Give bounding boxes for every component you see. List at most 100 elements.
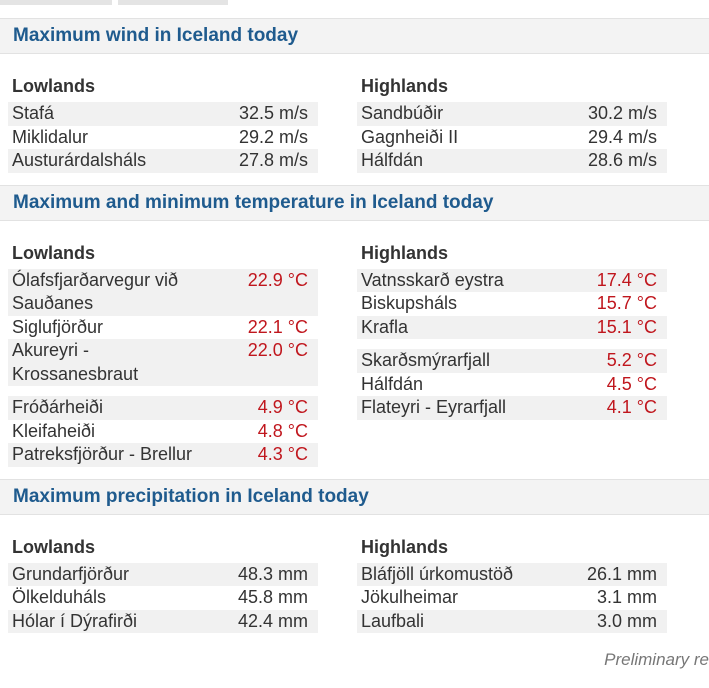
column: Lowlands Grundarfjörður 48.3 mm Ölkelduháls…	[8, 535, 318, 633]
column: Highlands Vatnsskarð eystra 17.4 °C Biskups…	[357, 241, 667, 467]
station-row: Hólar í Dýrafirði 42.4 mm	[8, 609, 318, 633]
station-row: Akureyri - Krossanesbraut 22.0 °C	[8, 339, 318, 386]
station-row: Vatnsskarð eystra 17.4 °C	[357, 268, 667, 292]
station-name: Hálfdán	[361, 150, 424, 170]
station-value: 4.8 °C	[257, 420, 308, 441]
station-name: Hálfdán	[361, 373, 424, 394]
station-name: Ólafsfjarðarvegur við Sauðanes	[12, 269, 179, 314]
station-row: Kleifaheiði 4.8 °C	[8, 420, 318, 444]
station-name: Hólar í Dýrafirði	[12, 610, 138, 631]
station-name: Bláfjöll úrkomustöð	[361, 563, 514, 584]
columns: Lowlands Ólafsfjarðarvegur við Sauðanes 22…	[0, 221, 709, 479]
station-row: Bláfjöll úrkomustöð 26.1 mm	[357, 562, 667, 586]
station-row: Biskupsháls 15.7 °C	[357, 292, 667, 316]
section-title: Maximum precipitation in Iceland today	[0, 478, 709, 515]
station-row: Krafla 15.1 °C	[357, 315, 667, 339]
station-name: Gagnheiði II	[361, 126, 459, 147]
station-value: 4.9 °C	[257, 397, 308, 417]
table-block: Sandbúðir 30.2 m/s Gagnheiði II 29.4 m/s Hál…	[357, 102, 667, 173]
station-value: 48.3 mm	[237, 563, 308, 584]
station-value: 3.1 mm	[596, 587, 657, 607]
station-row: Gagnheiði II 29.4 m/s	[357, 126, 667, 150]
column-heading: Lowlands	[12, 242, 96, 263]
section: Maximum precipitation in Iceland today Lo…	[0, 478, 709, 646]
column: Lowlands Ólafsfjarðarvegur við Sauðanes 22…	[8, 241, 318, 467]
tab-strip	[0, 0, 709, 5]
station-name: Siglufjörður	[12, 316, 104, 337]
station-row: Hálfdán 28.6 m/s	[357, 149, 667, 173]
station-name: Laufbali	[361, 610, 425, 631]
station-row: Patreksfjörður - Brellur 4.3 °C	[8, 443, 318, 467]
station-row: Hálfdán 4.5 °C	[357, 373, 667, 397]
station-name: Akureyri - Krossanesbraut	[12, 340, 139, 384]
station-row: Stafá 32.5 m/s	[8, 102, 318, 126]
station-value: 3.0 mm	[596, 610, 657, 631]
station-row: Ölkelduháls 45.8 mm	[8, 586, 318, 610]
station-value: 28.6 m/s	[587, 150, 657, 170]
station-value: 29.4 m/s	[587, 126, 657, 147]
station-row: Flateyri - Eyrarfjall 4.1 °C	[357, 396, 667, 420]
station-value: 29.2 m/s	[238, 126, 308, 147]
section-title: Maximum and minimum temperature in Icela…	[0, 184, 709, 221]
station-value: 15.1 °C	[596, 316, 657, 337]
station-value: 4.1 °C	[606, 397, 657, 417]
table-block: Grundarfjörður 48.3 mm Ölkelduháls 45.8 mm H…	[8, 562, 318, 633]
station-name: Austurárdalsháls	[12, 150, 147, 170]
content: Maximum wind in Iceland today Lowlands Sta…	[0, 18, 709, 645]
station-value: 30.2 m/s	[587, 103, 657, 123]
station-value: 17.4 °C	[596, 269, 657, 290]
station-value: 22.9 °C	[247, 269, 308, 290]
footer-note: Preliminary re	[604, 650, 709, 669]
station-row: Laufbali 3.0 mm	[357, 609, 667, 633]
station-value: 42.4 mm	[237, 610, 308, 631]
station-value: 26.1 mm	[586, 563, 657, 584]
tab	[0, 0, 112, 5]
table-block: Skarðsmýrarfjall 5.2 °C Hálfdán 4.5 °C Flate…	[357, 349, 667, 420]
station-name: Vatnsskarð eystra	[361, 269, 504, 290]
station-name: Grundarfjörður	[12, 563, 130, 584]
station-name: Skarðsmýrarfjall	[361, 350, 491, 370]
station-value: 32.5 m/s	[238, 103, 308, 123]
station-name: Ölkelduháls	[12, 587, 107, 607]
column: Lowlands Stafá 32.5 m/s Miklidalur 29.2 m/s A…	[8, 74, 318, 173]
column-heading: Highlands	[361, 76, 449, 96]
station-name: Krafla	[361, 316, 409, 337]
station-name: Biskupsháls	[361, 293, 458, 313]
station-row: Austurárdalsháls 27.8 m/s	[8, 149, 318, 173]
column-heading: Lowlands	[12, 536, 96, 557]
table-block: Stafá 32.5 m/s Miklidalur 29.2 m/s Austurárd…	[8, 102, 318, 173]
station-name: Jökulheimar	[361, 587, 459, 607]
section-title: Maximum wind in Iceland today	[0, 18, 709, 54]
table-block: Fróðárheiði 4.9 °C Kleifaheiði 4.8 °C Patrek…	[8, 396, 318, 467]
column: Highlands Bláfjöll úrkomustöð 26.1 mm Jökul…	[357, 535, 667, 633]
station-name: Patreksfjörður - Brellur	[12, 444, 193, 464]
section: Maximum wind in Iceland today Lowlands Sta…	[0, 18, 709, 185]
station-row: Miklidalur 29.2 m/s	[8, 126, 318, 150]
column: Highlands Sandbúðir 30.2 m/s Gagnheiði II 29…	[357, 74, 667, 173]
table-block: Bláfjöll úrkomustöð 26.1 mm Jökulheimar 3.1…	[357, 562, 667, 633]
station-value: 15.7 °C	[596, 293, 657, 313]
column-heading: Highlands	[361, 536, 449, 557]
station-name: Kleifaheiði	[12, 420, 96, 441]
station-value: 45.8 mm	[237, 587, 308, 607]
columns: Lowlands Stafá 32.5 m/s Miklidalur 29.2 m/s A…	[0, 54, 709, 185]
station-name: Stafá	[12, 103, 55, 123]
tab	[118, 0, 228, 5]
columns: Lowlands Grundarfjörður 48.3 mm Ölkelduháls…	[0, 515, 709, 646]
station-value: 22.0 °C	[247, 340, 308, 360]
table-block: Ólafsfjarðarvegur við Sauðanes 22.9 °C Sig…	[8, 268, 318, 386]
station-row: Grundarfjörður 48.3 mm	[8, 562, 318, 586]
station-value: 4.3 °C	[257, 444, 308, 464]
station-row: Ólafsfjarðarvegur við Sauðanes 22.9 °C	[8, 268, 318, 316]
station-name: Miklidalur	[12, 126, 89, 147]
station-value: 27.8 m/s	[238, 150, 308, 170]
station-name: Sandbúðir	[361, 103, 444, 123]
station-row: Sandbúðir 30.2 m/s	[357, 102, 667, 126]
table-block: Vatnsskarð eystra 17.4 °C Biskupsháls 15.7 …	[357, 268, 667, 339]
station-value: 5.2 °C	[606, 350, 657, 370]
station-row: Jökulheimar 3.1 mm	[357, 586, 667, 610]
station-row: Fróðárheiði 4.9 °C	[8, 396, 318, 420]
station-name: Flateyri - Eyrarfjall	[361, 397, 507, 417]
column-heading: Lowlands	[12, 76, 96, 96]
